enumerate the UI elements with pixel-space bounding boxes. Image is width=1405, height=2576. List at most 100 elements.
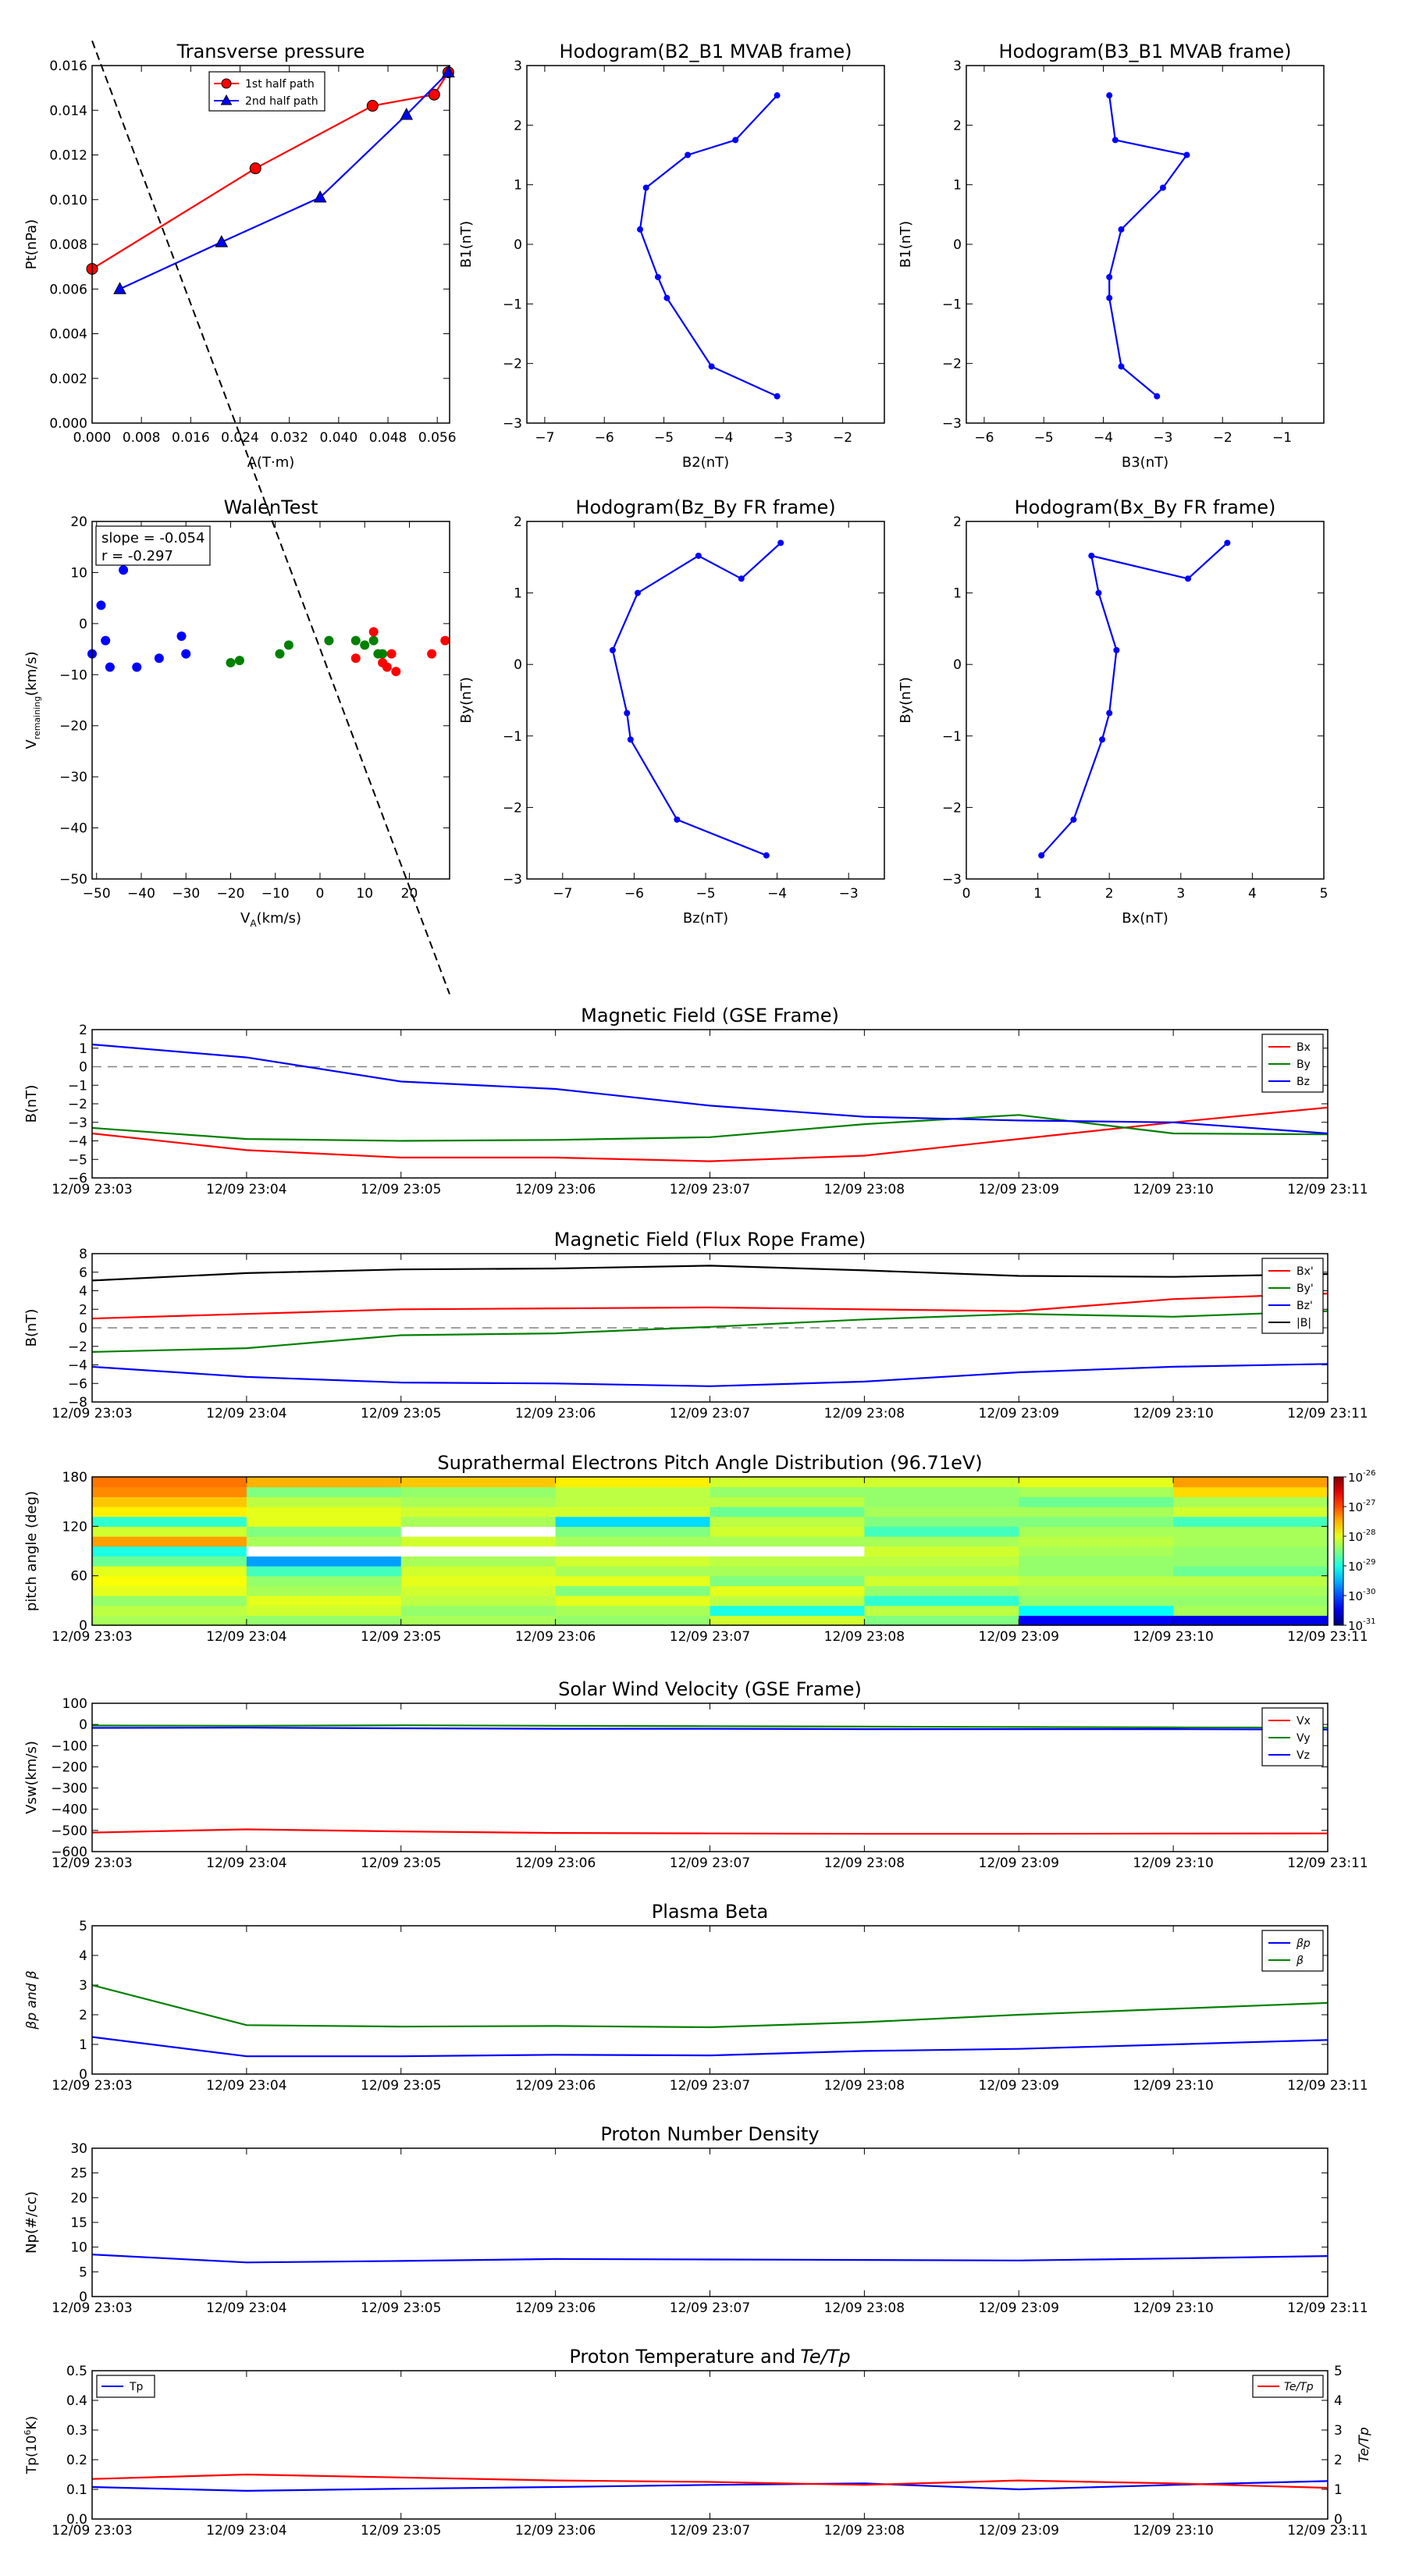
y-label-unit: (km/s) (23, 651, 40, 696)
heatmap-cell (864, 1605, 1019, 1616)
heatmap-cell (710, 1536, 865, 1547)
y-axis-label: pitch angle (deg) (23, 1491, 40, 1611)
y-tick-label: −5 (68, 1152, 87, 1168)
heatmap-cell (710, 1605, 865, 1616)
heatmap-cell (400, 1546, 557, 1557)
y-tick-label: 0.008 (49, 237, 87, 253)
y-tick-label: 0.012 (49, 148, 87, 164)
y-tick-label: 6 (79, 1265, 87, 1281)
x-tick-label: −6 (974, 430, 994, 446)
heatmap-cell (1019, 1575, 1174, 1586)
heatmap-cell (1019, 1477, 1174, 1488)
colorbar-exponent: -29 (1363, 1558, 1375, 1567)
y-tick-label: −3 (503, 872, 522, 888)
chart-title: WalenTest (224, 496, 318, 518)
y-tick-label: 2 (79, 2008, 87, 2023)
heatmap-cell (92, 1596, 247, 1606)
y-tick-label: 15 (70, 2215, 87, 2231)
heatmap-cell (92, 1477, 247, 1488)
time-tick-label: 12/09 23:05 (361, 1406, 441, 1421)
heatmap-cell (92, 1556, 247, 1567)
data-point (685, 151, 692, 158)
x-tick-label: −5 (1034, 430, 1054, 446)
y-axis-label: Pt(nPa) (23, 219, 40, 269)
y-label-sup: 6 (23, 2430, 33, 2435)
heatmap-cell (1019, 1507, 1174, 1517)
data-point (774, 393, 781, 400)
annotation-slope: slope = -0.054 (101, 530, 205, 546)
data-point (1159, 184, 1166, 191)
colorbar-label: 10-27 (1348, 1499, 1375, 1514)
data-point (1070, 816, 1077, 823)
heatmap-cell (1173, 1477, 1329, 1488)
colorbar-exponent: -27 (1363, 1499, 1375, 1507)
time-tick-label: 12/09 23:07 (670, 1406, 750, 1421)
x-tick-label: −3 (774, 430, 793, 446)
y-tick-label: 2 (514, 514, 522, 530)
time-tick-label: 12/09 23:04 (206, 1629, 286, 1645)
heatmap-cell (246, 1615, 402, 1626)
x-tick-label: −6 (624, 886, 644, 902)
y-tick-label: 120 (62, 1519, 87, 1535)
heatmap-cell (1019, 1596, 1174, 1606)
y-tick-label: 2 (953, 118, 962, 133)
y-tick-label: 1 (953, 586, 962, 602)
panel-bgse: Magnetic Field (GSE Frame) −6 −5 −4 −3 −2 −1 0 1… (23, 1005, 1368, 1197)
series-line (91, 2254, 1329, 2264)
data-point (132, 662, 142, 672)
heatmap-cell (555, 1507, 711, 1517)
series-line (91, 1310, 1329, 1353)
data-point (642, 184, 649, 191)
x-tick-label: 5 (1320, 886, 1329, 902)
x-tick-label: 10 (356, 886, 373, 902)
plot-frame-tp (91, 65, 450, 424)
heatmap-cell (1173, 1556, 1329, 1567)
heatmap-cell (92, 1496, 247, 1507)
heatmap-cell (400, 1516, 557, 1527)
annotation-r: r = -0.297 (101, 548, 173, 564)
y-tick-label: −2 (68, 1097, 87, 1112)
y-tick-label: 30 (70, 2141, 87, 2157)
time-tick-label: 12/09 23:06 (515, 1629, 596, 1645)
time-tick-label: 12/09 23:08 (824, 2300, 905, 2316)
time-tick-label: 12/09 23:07 (670, 2300, 750, 2316)
chart-title: Hodogram(Bz_By FR frame) (575, 496, 835, 518)
y-tick-label: 3 (79, 1978, 87, 1994)
time-tick-label: 12/09 23:06 (515, 1182, 596, 1197)
series-line (611, 542, 781, 856)
data-point (313, 190, 327, 203)
y-tick-label: −40 (59, 821, 87, 837)
y-tick-label: 0 (79, 2067, 87, 2083)
data-point (154, 653, 164, 664)
heatmap-cell (400, 1575, 557, 1586)
heatmap-cell (246, 1516, 402, 1527)
series-line (91, 1043, 1329, 1135)
data-point (637, 226, 644, 233)
heatmap-cell (246, 1526, 402, 1537)
heatmap-cell (1019, 1536, 1174, 1547)
time-tick-label: 12/09 23:05 (361, 2523, 441, 2539)
heatmap-cell (92, 1536, 247, 1547)
data-point (350, 653, 361, 664)
legend-label: |B| (1297, 1317, 1311, 1329)
heatmap-cell (1173, 1526, 1329, 1537)
heatmap-cell (1173, 1605, 1329, 1616)
y-tick-label: −2 (942, 800, 962, 816)
heatmap-cell (864, 1507, 1019, 1517)
data-point (763, 852, 770, 859)
y-tick-label: −20 (59, 719, 87, 735)
panel-pad: Suprathermal Electrons Pitch Angle Distr… (23, 1452, 1375, 1645)
y-tick-label: −1 (68, 1078, 87, 1094)
time-tick-label: 12/09 23:03 (52, 2078, 132, 2094)
y-tick-label: −600 (51, 1845, 87, 1860)
x-tick-label: 0 (316, 886, 325, 902)
plot-frame-h2 (966, 65, 1325, 424)
y-tick-label: 1 (514, 178, 522, 194)
panel-walen: WalenTest −50 −40 −30 −20 −10 0 10 20 −50 −40 −30 −2… (23, 40, 450, 994)
time-tick-label: 12/09 23:05 (361, 1629, 441, 1645)
y-tick-label: −400 (51, 1802, 87, 1818)
heatmap-cell (246, 1566, 402, 1577)
panel-h2: Hodogram(B3_B1 MVAB frame) −3 −2 −1 0 1 2 3 −6 −5… (898, 41, 1324, 471)
plot-frame (91, 2370, 1329, 2520)
heatmap-cell (710, 1496, 865, 1507)
